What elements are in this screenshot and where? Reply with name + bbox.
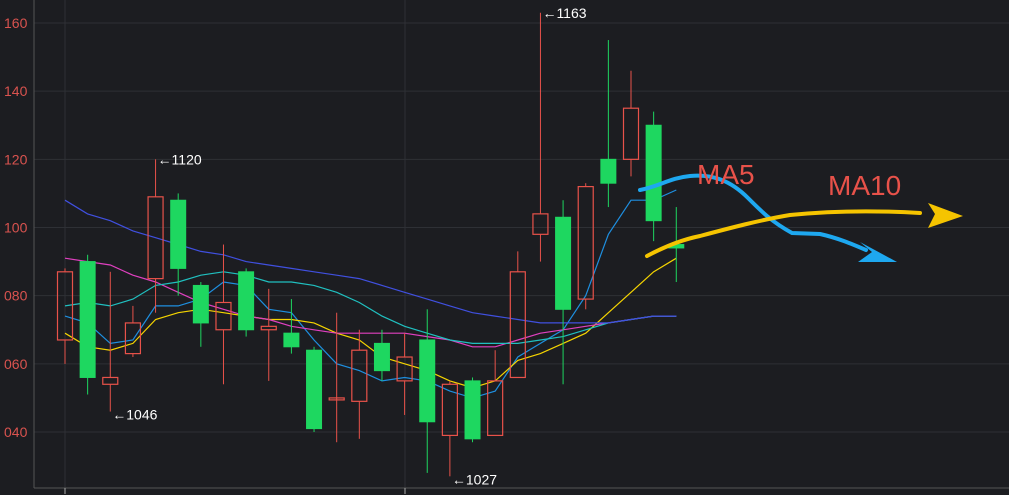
candle-body bbox=[102, 376, 119, 385]
candle-body bbox=[441, 383, 458, 437]
candle bbox=[668, 207, 685, 283]
y-tick-label: 100 bbox=[4, 220, 28, 236]
ma-trend-arrows bbox=[638, 173, 963, 262]
candle-body bbox=[238, 271, 255, 331]
candle bbox=[419, 309, 436, 473]
candle-body bbox=[215, 301, 232, 331]
candle bbox=[351, 329, 368, 439]
price-annotation: ←1046 bbox=[112, 407, 157, 423]
candle-body bbox=[645, 124, 662, 222]
ma-line bbox=[64, 199, 677, 324]
candle bbox=[260, 288, 277, 381]
candle bbox=[147, 159, 164, 313]
candle-body bbox=[56, 271, 74, 341]
candle bbox=[124, 305, 142, 358]
candle bbox=[600, 40, 617, 208]
candle-body bbox=[192, 284, 209, 324]
y-axis: 160 140 120 100 080 060 040 bbox=[4, 0, 1009, 494]
price-annotation: ←1163 bbox=[542, 5, 586, 21]
candle-body bbox=[577, 186, 594, 300]
candle-body bbox=[79, 261, 96, 378]
candle-body bbox=[283, 332, 300, 348]
candle-body bbox=[622, 107, 640, 160]
candle-body bbox=[509, 271, 526, 379]
candle bbox=[464, 377, 481, 443]
candle bbox=[373, 329, 390, 381]
candle bbox=[56, 268, 74, 364]
ma10-trend-line bbox=[645, 209, 922, 258]
candle-body bbox=[487, 380, 504, 437]
candle-body bbox=[373, 342, 390, 372]
moving-average-lines bbox=[64, 189, 677, 399]
candle bbox=[238, 268, 255, 337]
candle-body bbox=[147, 196, 164, 280]
candle bbox=[645, 111, 662, 242]
candle bbox=[577, 183, 594, 310]
candle-body bbox=[260, 325, 277, 331]
candle bbox=[79, 254, 96, 395]
candle bbox=[509, 251, 526, 379]
candle-body bbox=[532, 213, 549, 235]
candle bbox=[170, 193, 187, 296]
ma10-arrow-head bbox=[928, 203, 963, 228]
candle-body bbox=[600, 158, 617, 184]
candle bbox=[396, 333, 413, 415]
candle bbox=[487, 350, 504, 437]
ma10-label: MA10 bbox=[828, 170, 901, 201]
candle bbox=[306, 346, 323, 432]
candle-body bbox=[328, 397, 345, 401]
ma-line bbox=[64, 257, 677, 348]
y-tick-label: 040 bbox=[4, 424, 28, 440]
candle-body bbox=[396, 356, 413, 382]
y-tick-label: 060 bbox=[4, 356, 28, 372]
candle bbox=[441, 380, 458, 477]
candle bbox=[102, 271, 119, 412]
candle bbox=[622, 70, 640, 177]
price-annotation: ←1120 bbox=[158, 151, 202, 167]
candle bbox=[283, 299, 300, 354]
ma5-arrow-head bbox=[858, 242, 897, 262]
candle-body bbox=[170, 199, 187, 269]
candle-body bbox=[351, 349, 368, 402]
candles bbox=[56, 12, 685, 477]
candle bbox=[555, 200, 572, 385]
ma-line bbox=[64, 257, 677, 389]
ma-line bbox=[64, 271, 677, 344]
y-tick-label: 160 bbox=[4, 15, 28, 31]
candle bbox=[192, 282, 209, 347]
ma5-trend-line bbox=[638, 173, 868, 252]
candle-body bbox=[555, 216, 572, 310]
price-annotation: ←1027 bbox=[452, 471, 497, 487]
candle-body bbox=[464, 380, 481, 440]
ma-line bbox=[64, 189, 677, 399]
y-tick-label: 120 bbox=[4, 151, 28, 167]
y-tick-label: 080 bbox=[4, 288, 28, 304]
y-tick-label: 140 bbox=[4, 83, 28, 99]
ma5-label: MA5 bbox=[697, 159, 755, 190]
candle-body bbox=[419, 339, 436, 423]
candle bbox=[215, 244, 232, 385]
candle bbox=[532, 12, 549, 262]
candle-body bbox=[306, 349, 323, 430]
candle-body bbox=[124, 322, 142, 355]
candle bbox=[328, 312, 345, 443]
price-annotations: ←1163 ←1120 ←1046 ←1027 bbox=[112, 5, 586, 488]
